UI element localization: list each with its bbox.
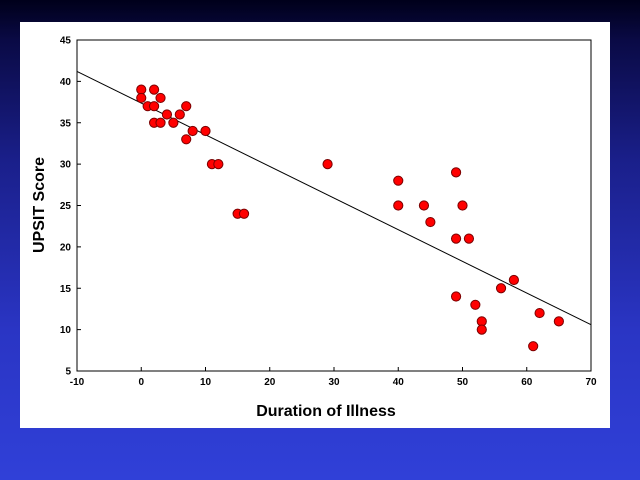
data-point — [553, 316, 564, 327]
x-tick-label: 10 — [200, 377, 212, 388]
y-tick-label: 45 — [60, 36, 72, 47]
data-point — [181, 134, 192, 145]
y-tick-label: 30 — [60, 160, 72, 171]
chart-panel: 5 10 15 20 25 30 35 40 45 -10 0 10 20 30 40 50 60 70 Dur… — [20, 22, 610, 428]
data-point — [534, 307, 545, 319]
x-tick-label: 0 — [138, 377, 144, 388]
data-point — [149, 84, 160, 95]
data-point — [528, 341, 539, 352]
x-tick-label: 20 — [264, 377, 276, 388]
data-point — [200, 125, 211, 137]
y-axis-ticks: 5 10 15 20 25 30 35 40 45 — [60, 36, 81, 378]
x-tick-label: 60 — [521, 377, 533, 388]
scatter-chart: 5 10 15 20 25 30 35 40 45 -10 0 10 20 30 40 50 60 70 Dur… — [31, 36, 597, 421]
y-tick-label: 20 — [60, 242, 72, 253]
data-point — [495, 283, 507, 294]
data-point — [238, 208, 250, 219]
data-point — [457, 200, 468, 211]
data-point — [174, 109, 185, 120]
y-tick-label: 35 — [60, 118, 72, 129]
data-point — [470, 299, 481, 310]
data-point — [161, 109, 173, 120]
x-axis-ticks: -10 0 10 20 30 40 50 60 70 — [70, 367, 597, 388]
data-point — [463, 233, 475, 244]
data-point — [508, 274, 519, 286]
data-point — [418, 200, 430, 211]
x-axis-title: Duration of Illness — [256, 403, 396, 420]
data-point — [450, 167, 462, 178]
data-point — [450, 233, 462, 244]
data-point — [322, 159, 333, 170]
y-tick-label: 5 — [65, 367, 71, 378]
data-point — [393, 200, 404, 211]
data-point — [168, 117, 179, 128]
data-point — [450, 291, 462, 302]
data-point — [213, 159, 224, 170]
data-point — [187, 125, 198, 137]
x-tick-label: -10 — [70, 377, 85, 388]
x-tick-label: 30 — [328, 377, 340, 388]
y-tick-label: 40 — [60, 77, 72, 88]
y-tick-label: 15 — [60, 284, 72, 295]
y-tick-label: 10 — [60, 325, 72, 336]
data-point — [476, 324, 487, 335]
data-point — [181, 101, 192, 112]
x-tick-label: 70 — [585, 377, 597, 388]
data-point — [155, 117, 166, 128]
x-tick-label: 50 — [457, 377, 469, 388]
data-point — [149, 101, 160, 112]
data-point — [155, 92, 166, 104]
y-tick-label: 25 — [60, 201, 72, 212]
y-axis-title: UPSIT Score — [31, 157, 48, 253]
data-point — [136, 92, 147, 104]
data-point — [393, 175, 404, 186]
data-point — [425, 216, 436, 228]
data-points — [136, 84, 564, 352]
x-tick-label: 40 — [393, 377, 405, 388]
